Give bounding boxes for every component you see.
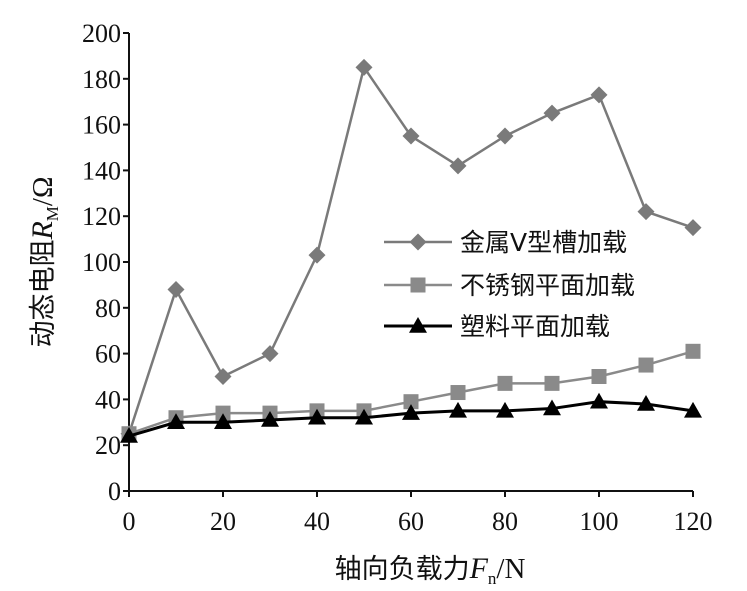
data-point <box>120 427 138 443</box>
y-tick-label: 160 <box>82 111 121 140</box>
legend-item-2: 塑料平面加载 <box>384 312 610 341</box>
data-point <box>355 58 373 76</box>
data-point <box>544 375 560 391</box>
data-point <box>590 86 608 104</box>
legend-marker <box>409 233 427 251</box>
y-tick-label: 40 <box>95 385 121 414</box>
y-tick-label: 60 <box>95 340 121 369</box>
y-axis-title-symbol: R <box>26 221 59 240</box>
x-axis-title-symbol: F <box>469 552 489 585</box>
legend-marker <box>409 317 427 333</box>
x-tick-label: 40 <box>304 507 330 536</box>
y-tick-label: 200 <box>82 19 121 48</box>
series-2 <box>120 392 702 443</box>
x-axis-title: 轴向负载力Fn/N <box>335 552 526 588</box>
data-point <box>496 127 514 145</box>
series-1 <box>121 343 701 442</box>
x-axis-title-sub: n <box>488 569 497 588</box>
legend-label: 塑料平面加载 <box>460 312 610 341</box>
data-point <box>543 399 561 416</box>
data-point <box>684 219 702 237</box>
data-point <box>402 404 420 420</box>
y-axis-title-suffix: /Ω <box>27 176 59 206</box>
x-tick-label: 80 <box>492 507 518 536</box>
series-0 <box>120 58 702 443</box>
x-axis-title-suffix: /N <box>496 553 525 585</box>
data-point <box>450 385 466 401</box>
data-point <box>590 392 608 409</box>
y-axis-title-prefix: 动态电阻 <box>28 240 59 348</box>
data-point <box>308 246 326 264</box>
y-tick-label: 180 <box>82 65 121 94</box>
data-point <box>214 368 232 385</box>
data-point <box>449 157 467 175</box>
legend-item-0: 金属V型槽加载 <box>384 228 627 257</box>
y-tick-label: 120 <box>82 202 121 231</box>
data-point <box>261 411 279 427</box>
x-tick-label: 0 <box>123 507 136 536</box>
x-axis-title-prefix: 轴向负载力 <box>335 554 470 585</box>
data-point <box>543 104 561 122</box>
x-tick-label: 60 <box>398 507 424 536</box>
legend-label: 不锈钢平面加载 <box>460 271 635 300</box>
data-point <box>637 394 655 411</box>
data-point <box>685 343 701 359</box>
data-point <box>637 203 655 221</box>
y-tick-label: 80 <box>95 294 121 323</box>
y-axis-title-sub: M <box>43 206 62 221</box>
data-point <box>308 408 326 425</box>
data-point <box>402 127 420 145</box>
data-point <box>214 413 232 430</box>
data-point <box>167 280 185 298</box>
data-point <box>638 357 654 373</box>
data-point <box>497 375 513 391</box>
data-point <box>355 408 373 425</box>
data-point <box>403 394 419 410</box>
y-tick-label: 140 <box>82 156 121 185</box>
x-tick-label: 120 <box>674 507 713 536</box>
legend-marker <box>410 277 426 293</box>
data-point <box>449 401 467 418</box>
x-tick-label: 20 <box>210 507 236 536</box>
data-point <box>167 413 185 430</box>
y-tick-label: 0 <box>108 477 121 506</box>
axes: 0 20 40 60 80 100 120 140 160 180 200 0 20 40 60 80 100 1… <box>82 19 713 536</box>
legend-item-1: 不锈钢平面加载 <box>384 271 635 300</box>
y-tick-label: 20 <box>95 431 121 460</box>
data-point <box>215 405 231 421</box>
legend-label: 金属V型槽加载 <box>460 228 627 257</box>
y-axis-title: 动态电阻RM/Ω <box>26 176 62 347</box>
data-point <box>684 401 702 418</box>
data-point <box>496 401 514 418</box>
series-layer <box>120 58 702 443</box>
x-tick-label: 100 <box>580 507 619 536</box>
y-tick-label: 100 <box>82 248 121 277</box>
data-point <box>261 345 279 363</box>
data-point <box>591 369 607 384</box>
